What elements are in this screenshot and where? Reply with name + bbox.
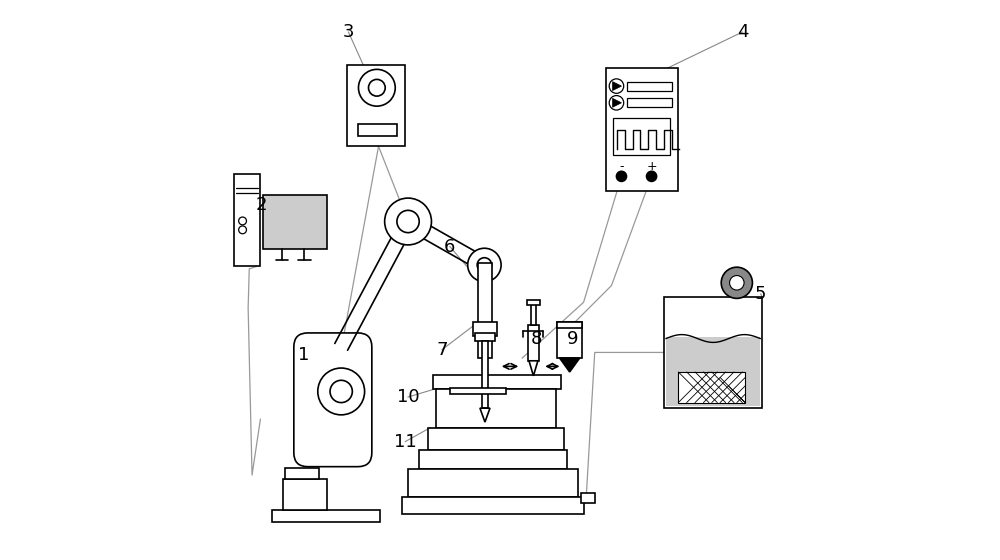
Bar <box>666 337 760 407</box>
Bar <box>606 68 678 191</box>
Bar <box>433 375 561 389</box>
Circle shape <box>330 380 352 403</box>
Bar <box>627 99 672 108</box>
Bar <box>664 297 762 408</box>
Circle shape <box>616 171 626 181</box>
Circle shape <box>609 96 624 110</box>
Circle shape <box>358 69 395 106</box>
Text: 7: 7 <box>436 340 448 358</box>
Bar <box>473 322 497 336</box>
Bar <box>557 322 582 358</box>
Text: 5: 5 <box>755 285 767 303</box>
Circle shape <box>397 211 419 232</box>
Circle shape <box>730 276 744 290</box>
Bar <box>482 341 488 408</box>
Circle shape <box>609 79 624 94</box>
Bar <box>428 428 564 450</box>
Text: 6: 6 <box>444 237 456 255</box>
Text: 2: 2 <box>256 196 267 214</box>
Bar <box>627 82 672 91</box>
Circle shape <box>239 217 246 225</box>
Bar <box>234 174 260 266</box>
Text: 10: 10 <box>397 388 419 406</box>
Circle shape <box>468 248 501 282</box>
Text: 11: 11 <box>394 432 417 451</box>
Bar <box>285 468 319 479</box>
Circle shape <box>239 226 246 234</box>
Polygon shape <box>613 82 621 91</box>
Text: 3: 3 <box>343 23 354 41</box>
Text: -: - <box>619 160 624 173</box>
Bar <box>581 493 595 503</box>
Polygon shape <box>560 358 580 372</box>
Text: +: + <box>646 160 657 173</box>
Bar <box>557 322 582 329</box>
Text: 4: 4 <box>737 23 748 41</box>
Bar <box>450 388 506 394</box>
Bar <box>531 302 536 325</box>
Bar <box>478 263 492 358</box>
Polygon shape <box>480 408 490 422</box>
Bar <box>527 300 540 305</box>
Bar <box>408 469 578 497</box>
Circle shape <box>318 368 365 415</box>
FancyBboxPatch shape <box>294 333 372 466</box>
Text: 1: 1 <box>298 346 310 364</box>
Bar <box>678 372 745 403</box>
Circle shape <box>721 267 752 298</box>
Bar <box>613 118 670 155</box>
Circle shape <box>647 171 657 181</box>
Text: 8: 8 <box>531 329 542 348</box>
Bar <box>263 195 327 249</box>
Circle shape <box>477 258 492 272</box>
Bar <box>402 497 584 514</box>
Bar <box>358 124 397 136</box>
Bar <box>272 510 380 522</box>
Bar <box>528 325 539 361</box>
Polygon shape <box>529 361 538 376</box>
Bar <box>436 389 556 428</box>
Bar <box>419 450 567 469</box>
Polygon shape <box>613 99 621 108</box>
Circle shape <box>385 198 431 245</box>
Circle shape <box>368 80 385 96</box>
Bar <box>347 66 405 146</box>
Bar <box>283 479 327 510</box>
Bar <box>475 333 495 341</box>
Text: 9: 9 <box>567 329 578 348</box>
